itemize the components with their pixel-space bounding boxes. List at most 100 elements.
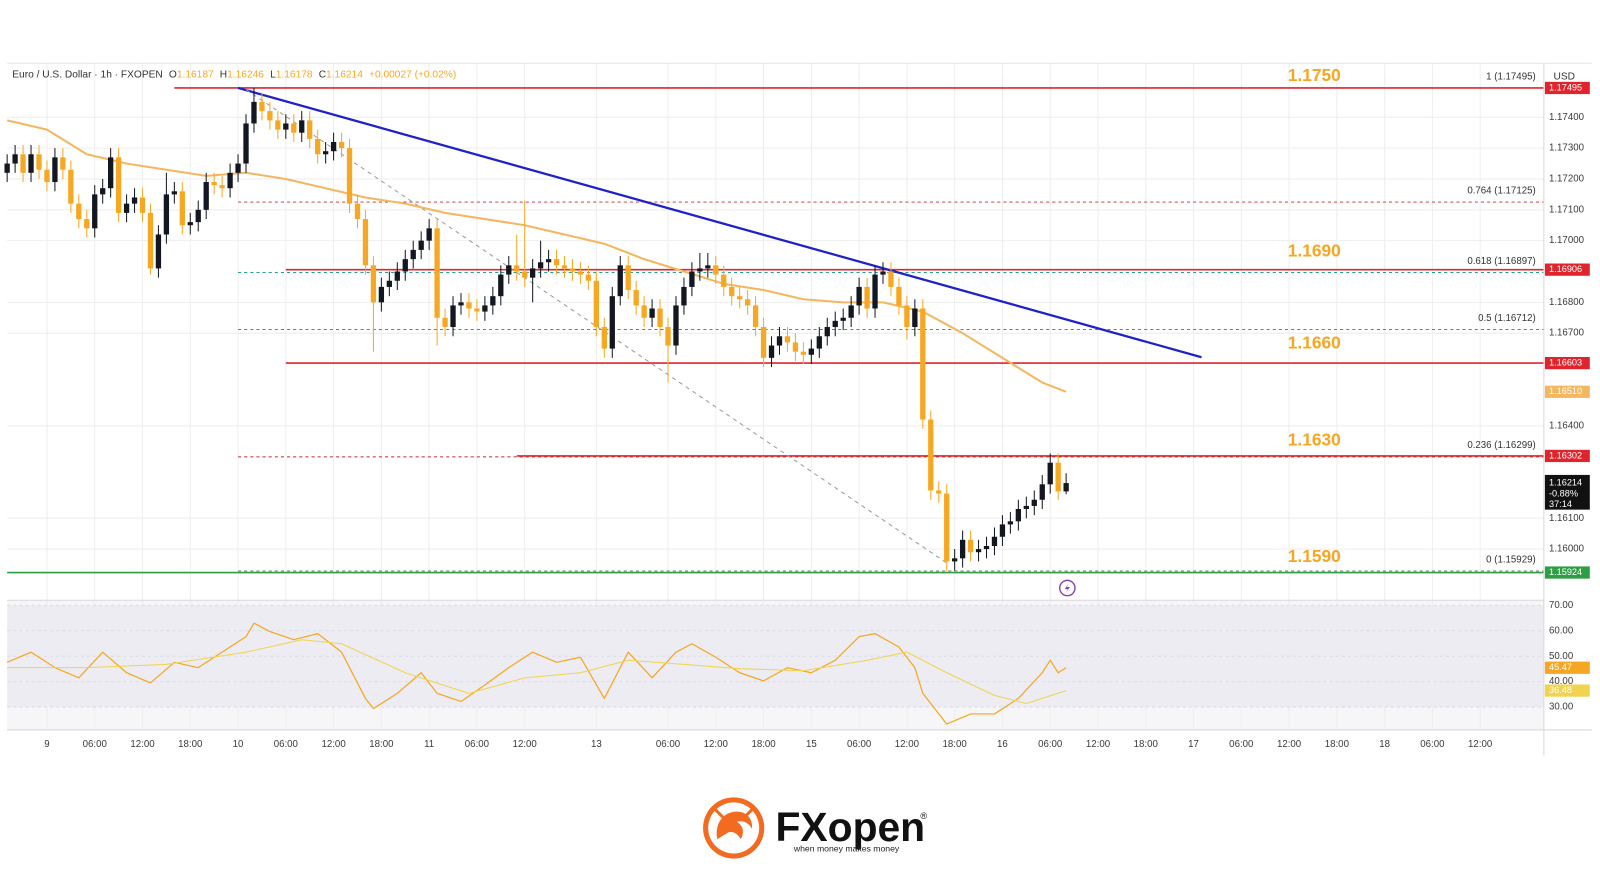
x-tick-label: 18:00 [943, 739, 968, 750]
candle-body [235, 163, 241, 173]
candle-body [362, 219, 369, 266]
x-tick-label: 12:00 [1468, 739, 1493, 750]
candle-body [346, 148, 353, 204]
candle-body [920, 308, 926, 420]
last-price: 1.16214 [1549, 478, 1582, 488]
level-label-box [1544, 263, 1590, 276]
candle-body [848, 305, 854, 318]
x-tick-label: 12:00 [1277, 739, 1302, 750]
candle-body [545, 259, 552, 263]
y-tick-label: 50.00 [1549, 651, 1574, 662]
brand-registered: ® [920, 811, 927, 821]
candle-body [816, 336, 822, 349]
candle-body [60, 157, 66, 170]
candle-body [768, 345, 775, 358]
last-price-box [1544, 474, 1590, 510]
level-label-box [1544, 81, 1590, 95]
candle-body [338, 141, 345, 149]
candle-body [705, 265, 711, 269]
candle-body [649, 308, 655, 318]
x-tick-label: 12:00 [704, 739, 729, 750]
y-tick-label: 40.00 [1549, 676, 1574, 687]
x-tick-label: 12:00 [513, 739, 538, 750]
candle-body [307, 120, 313, 139]
candle-body [776, 336, 783, 346]
candle-body [482, 305, 488, 312]
brand-name-part: FX [776, 804, 828, 850]
candle-body [68, 169, 74, 204]
candle-body [744, 299, 751, 306]
candle-body [123, 203, 130, 213]
x-tick-label: 06:00 [656, 739, 681, 750]
brand-name-part: open [828, 804, 925, 850]
candle-body [888, 271, 894, 287]
candle-body [131, 197, 138, 204]
candle-body [474, 308, 480, 312]
candle-body [864, 286, 870, 309]
candle-body [498, 274, 504, 297]
candle-body [530, 268, 536, 278]
x-tick-label: 06:00 [1038, 739, 1063, 750]
candle-body [211, 182, 217, 186]
rsi-label-box [1544, 661, 1590, 674]
candle-body [458, 302, 464, 306]
trend-line [237, 86, 1202, 359]
level-annotation: 1.1690 [1288, 241, 1341, 261]
x-tick-label: 18:00 [751, 739, 776, 750]
rsi-line [6, 622, 1067, 725]
candle-body [514, 265, 520, 272]
candle-body [275, 120, 281, 130]
brand-logo: FXopen ® when money makes money [703, 797, 927, 859]
candle-body [20, 154, 26, 173]
ohlc-value: 1.16214 [326, 69, 363, 80]
candle-body [299, 120, 305, 133]
candle-body [187, 222, 193, 226]
level-label: 1.16302 [1549, 450, 1582, 460]
candle-body [840, 317, 846, 321]
x-tick-label: 9 [44, 739, 49, 750]
candle-body [673, 305, 679, 346]
ohlc-label: O [169, 69, 177, 80]
candle-body [251, 101, 257, 124]
y-tick-label: 1.16100 [1549, 513, 1585, 524]
x-tick-label: 10 [233, 739, 244, 750]
level-annotation: 1.1630 [1288, 430, 1341, 450]
candle-body [1007, 521, 1014, 525]
candle-body [944, 493, 950, 562]
level-label-box [1544, 449, 1590, 463]
trend-line [245, 89, 947, 564]
y-tick-label: 70.00 [1549, 600, 1574, 611]
y-tick-label: 1.17400 [1549, 112, 1585, 123]
y-tick-label: 1.16700 [1549, 328, 1585, 339]
rsi-label-box [1544, 684, 1590, 697]
candle-body [522, 271, 528, 278]
candle-body [569, 268, 576, 272]
x-tick-label: 13 [591, 739, 602, 750]
alert-icon [1058, 579, 1076, 597]
candle-body [84, 219, 90, 229]
candle-body [195, 209, 201, 223]
candle-body [609, 296, 615, 349]
candle-body [155, 234, 162, 269]
candle-body [681, 286, 687, 306]
x-tick-label: 12:00 [1086, 739, 1111, 750]
candle-body [665, 327, 671, 346]
ohlc-label: C [319, 69, 326, 80]
y-tick-label: 1.17300 [1549, 143, 1585, 154]
x-tick-label: 18:00 [1134, 739, 1159, 750]
candle-body [291, 123, 297, 133]
candle-body [76, 203, 82, 220]
candle-body [466, 302, 472, 309]
candle-body [999, 524, 1006, 537]
candle-body [1055, 462, 1061, 492]
ma-label-box [1544, 385, 1590, 398]
y-tick-label: 1.17100 [1549, 204, 1585, 215]
level-label-box [1544, 566, 1590, 579]
x-tick-label: 06:00 [1420, 739, 1445, 750]
ohlc-value: 1.16178 [276, 69, 313, 80]
candle-body [115, 157, 122, 213]
price-change: +0.00027 (+0.02%) [369, 69, 456, 80]
candle-body [108, 157, 114, 189]
candle-layer [4, 87, 1069, 571]
candle-body [760, 327, 767, 358]
